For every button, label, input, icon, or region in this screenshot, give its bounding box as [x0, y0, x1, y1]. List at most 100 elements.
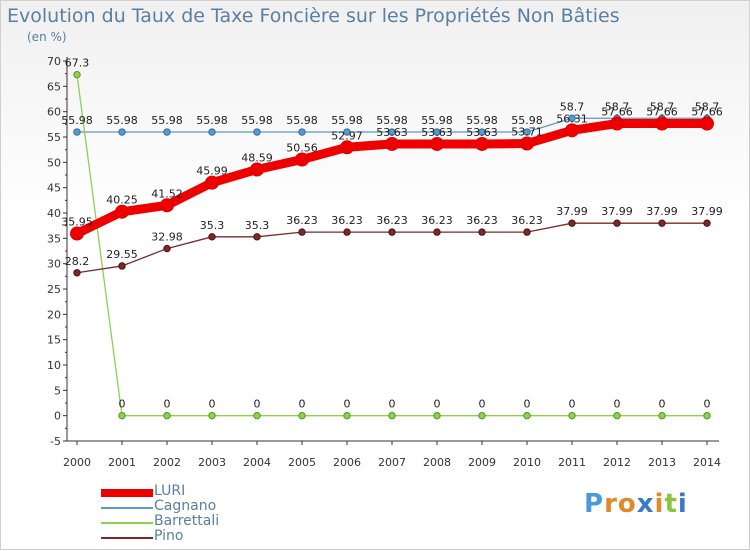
data-point-barrettali — [388, 411, 396, 420]
data-point-barrettali — [73, 70, 81, 79]
data-label-cagnano: 55.98 — [241, 114, 273, 127]
logo-letter: i — [677, 489, 688, 519]
data-label-pino: 28.2 — [65, 255, 90, 268]
y-tick-label: 35 — [47, 232, 61, 245]
data-label-luri: 53.63 — [466, 126, 498, 139]
x-tick-label: 2008 — [423, 456, 451, 469]
x-tick-label: 2009 — [468, 456, 496, 469]
data-label-pino: 36.23 — [331, 214, 363, 227]
y-tick-label: 20 — [47, 308, 61, 321]
data-label-cagnano: 55.98 — [106, 114, 138, 127]
data-point-cagnano — [253, 128, 261, 136]
data-label-luri: 45.99 — [196, 165, 228, 178]
logo-letter: r — [604, 489, 618, 519]
x-tick-label: 2011 — [558, 456, 586, 469]
data-label-pino: 36.23 — [421, 214, 453, 227]
legend-item-barrettali: Barrettali — [101, 513, 301, 530]
y-tick-label: 55 — [47, 131, 61, 144]
legend-label: Cagnano — [154, 498, 217, 514]
data-point-luri — [115, 204, 129, 219]
x-tick-label: 2003 — [198, 456, 226, 469]
data-point-luri — [250, 162, 264, 177]
data-point-luri — [475, 136, 489, 151]
data-point-luri — [70, 226, 84, 241]
data-label-barrettali: 0 — [344, 398, 351, 411]
data-point-cagnano — [208, 128, 216, 136]
proxiti-logo: Proxiti — [584, 489, 688, 519]
data-label-pino: 37.99 — [601, 205, 633, 218]
data-point-pino — [163, 244, 171, 253]
data-label-luri: 53.63 — [376, 126, 408, 139]
data-point-barrettali — [523, 411, 531, 420]
data-point-barrettali — [433, 411, 441, 420]
y-tick-label: 30 — [47, 258, 61, 271]
logo-letter: o — [617, 489, 637, 519]
data-point-cagnano — [118, 128, 126, 136]
x-tick-label: 2013 — [648, 456, 676, 469]
data-label-barrettali: 0 — [434, 398, 441, 411]
data-label-luri: 40.25 — [106, 194, 138, 207]
data-label-pino: 36.23 — [511, 214, 543, 227]
logo-letter: P — [584, 489, 605, 519]
legend-label: Pino — [154, 528, 184, 544]
data-label-cagnano: 55.98 — [196, 114, 228, 127]
data-label-luri: 56.31 — [556, 112, 588, 125]
data-label-cagnano: 55.98 — [331, 114, 363, 127]
data-point-luri — [205, 175, 219, 190]
legend: LURI Cagnano Barrettali Pino — [101, 483, 301, 545]
data-point-pino — [208, 233, 216, 241]
legend-swatch — [101, 489, 153, 497]
data-label-barrettali: 0 — [119, 398, 126, 411]
data-label-luri: 48.59 — [241, 151, 273, 164]
data-point-cagnano — [343, 128, 351, 136]
y-axis-unit-label: (en %) — [27, 30, 67, 44]
data-label-cagnano: 55.98 — [421, 114, 453, 127]
data-point-barrettali — [208, 411, 216, 420]
data-label-pino: 36.23 — [286, 214, 318, 227]
data-point-pino — [703, 219, 711, 227]
legend-swatch — [101, 507, 153, 509]
data-point-barrettali — [613, 411, 621, 420]
data-label-pino: 37.99 — [646, 205, 678, 218]
y-tick-label: 5 — [54, 384, 61, 397]
chart-title: Evolution du Taux de Taxe Foncière sur l… — [7, 5, 620, 27]
y-tick-label: 15 — [47, 334, 61, 347]
y-tick-label: 70 — [47, 55, 61, 68]
y-tick-label: 10 — [47, 359, 61, 372]
x-tick-label: 2001 — [108, 456, 136, 469]
data-point-barrettali — [163, 411, 171, 420]
series-cagnano — [73, 114, 711, 136]
data-label-cagnano: 58.7 — [560, 100, 585, 113]
data-point-pino — [658, 219, 666, 227]
data-point-cagnano — [298, 128, 306, 136]
y-tick-label: 60 — [47, 106, 61, 119]
data-point-barrettali — [298, 411, 306, 420]
data-point-luri — [565, 123, 579, 138]
y-tick-label: 45 — [47, 182, 61, 195]
y-tick-label: 65 — [47, 80, 61, 93]
series-pino — [73, 219, 711, 277]
data-label-barrettali: 0 — [299, 398, 306, 411]
data-point-pino — [613, 219, 621, 227]
data-label-luri: 57.66 — [691, 106, 723, 119]
data-label-pino: 32.98 — [151, 231, 183, 244]
data-point-pino — [433, 228, 441, 236]
legend-swatch — [101, 537, 153, 539]
data-label-cagnano: 55.98 — [151, 114, 183, 127]
x-tick-label: 2006 — [333, 456, 361, 469]
data-point-luri — [160, 198, 174, 213]
data-label-pino: 29.55 — [106, 248, 138, 261]
data-label-pino: 36.23 — [376, 214, 408, 227]
legend-label: LURI — [154, 483, 186, 499]
data-point-barrettali — [703, 411, 711, 420]
data-point-pino — [253, 233, 261, 241]
data-point-luri — [700, 116, 714, 131]
data-label-barrettali: 0 — [614, 398, 621, 411]
data-point-luri — [385, 136, 399, 151]
legend-label: Barrettali — [154, 513, 220, 529]
data-label-barrettali: 0 — [479, 398, 486, 411]
legend-item-luri: LURI — [101, 483, 301, 500]
data-label-barrettali: 0 — [254, 398, 261, 411]
data-point-cagnano — [388, 128, 396, 136]
